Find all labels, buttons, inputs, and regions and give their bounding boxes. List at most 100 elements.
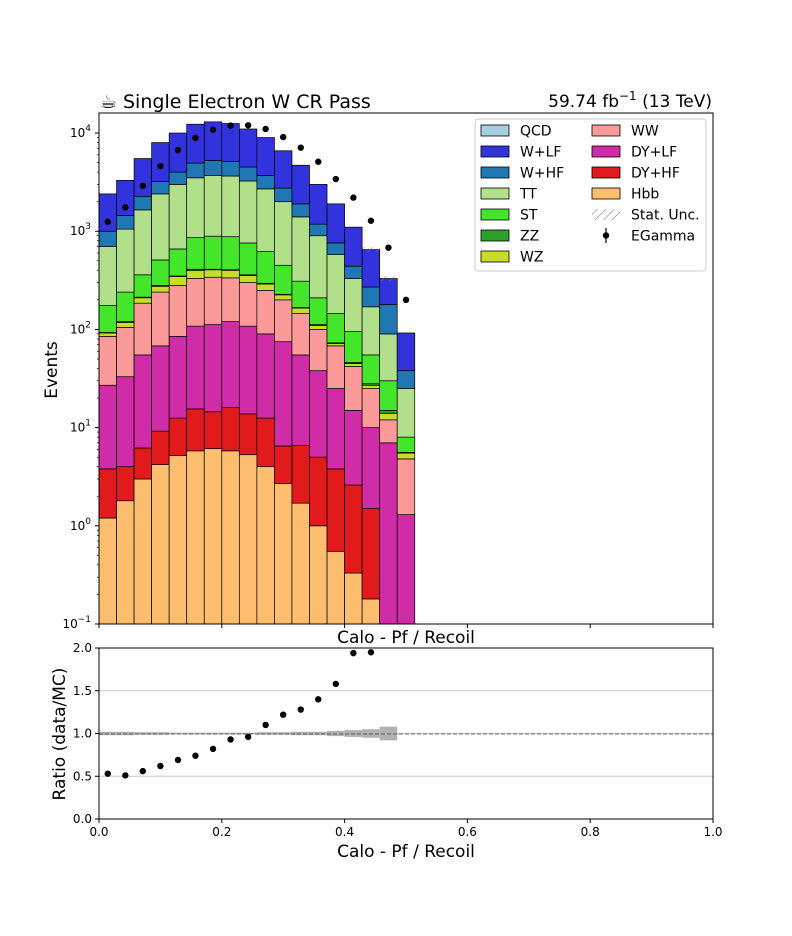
- bar-wz-bin-8: [238, 275, 258, 283]
- bar-dy-lf-bin-12: [309, 370, 328, 458]
- bar-dy-hf-bin-9: [256, 417, 275, 468]
- bar-tt-bin-4: [168, 184, 188, 250]
- bar-st-bin-6: [203, 235, 223, 270]
- data-point-10: [280, 133, 287, 141]
- data-point-16: [385, 244, 392, 251]
- ratio-band-bin-12: [309, 731, 328, 736]
- bar-st-bin-14: [344, 331, 363, 363]
- legend-label-stat-unc-: Stat. Unc.: [631, 208, 700, 224]
- data-point-11: [297, 144, 304, 151]
- ratio-xtick-label: 0.2: [212, 825, 231, 839]
- legend-label-w-hf: W+HF: [520, 166, 564, 182]
- bar-dy-hf-bin-6: [203, 411, 223, 450]
- bar-wz-bin-14: [344, 363, 363, 367]
- bar-ww-bin-16: [379, 419, 398, 444]
- ratio-band-bin-5: [186, 732, 205, 735]
- bar-dy-lf-bin-5: [186, 325, 205, 410]
- ratio-point-0: [104, 770, 111, 777]
- bar-dy-lf-bin-9: [256, 333, 275, 419]
- legend-swatch-hbb: [591, 187, 621, 200]
- ratio-band-bin-6: [204, 732, 222, 735]
- bar-ww-bin-4: [168, 285, 188, 337]
- bar-w-hf-bin-11: [291, 203, 310, 218]
- bar-tt-bin-7: [221, 175, 240, 238]
- bar-dy-lf-bin-11: [291, 354, 310, 446]
- bar-w-hf-bin-13: [326, 242, 345, 255]
- data-point-6: [209, 126, 217, 133]
- bar-wz-bin-0: [98, 332, 117, 337]
- ratio-band-bin-7: [221, 732, 240, 735]
- data-point-9: [262, 125, 269, 133]
- data-point-4: [174, 146, 182, 154]
- bar-tt-bin-12: [309, 235, 328, 299]
- ratio-point-2: [139, 767, 147, 775]
- bar-hbb-bin-1: [116, 500, 135, 625]
- ratio-point-3: [157, 762, 164, 770]
- bar-wz-bin-10: [274, 294, 293, 301]
- ratio-band-bin-2: [134, 732, 152, 735]
- legend-label-dy-lf: DY+LF: [631, 145, 677, 161]
- bar-ww-bin-12: [309, 329, 328, 372]
- bar-dy-hf-bin-7: [221, 407, 240, 452]
- bar-w-hf-bin-15: [361, 286, 381, 308]
- bar-hbb-bin-3: [151, 464, 170, 625]
- bar-w-lf-bin-16: [379, 278, 398, 305]
- legend-label-tt: TT: [519, 187, 537, 203]
- bar-wz-bin-2: [133, 297, 152, 304]
- main-ytick-label: 102: [70, 320, 91, 336]
- bar-tt-bin-14: [344, 278, 363, 332]
- bar-w-lf-bin-11: [291, 164, 310, 205]
- main-ytick-label: 101: [70, 419, 91, 435]
- bar-w-lf-bin-17: [396, 332, 416, 372]
- bar-wz-bin-16: [379, 412, 398, 421]
- bar-dy-lf-bin-10: [274, 341, 293, 447]
- bar-hbb-bin-12: [309, 525, 328, 625]
- data-point-12: [315, 158, 322, 165]
- bar-w-lf-bin-9: [256, 137, 275, 176]
- bar-w-lf-bin-0: [98, 193, 117, 232]
- stat-uncertainty-hatch: [362, 247, 398, 282]
- legend-label-dy-hf: DY+HF: [631, 166, 680, 182]
- legend-label-zz: ZZ: [520, 229, 539, 245]
- bar-hbb-bin-14: [344, 572, 363, 625]
- data-point-2: [139, 182, 147, 190]
- ratio-ytick-label: 1.5: [73, 684, 92, 698]
- lumi-label: 59.74 fb−1 (13 TeV): [548, 89, 712, 112]
- bar-w-lf-bin-15: [361, 249, 381, 288]
- legend-swatch-stat-unc-: [592, 209, 620, 220]
- bar-dy-lf-bin-6: [203, 324, 223, 413]
- bar-dy-lf-bin-16: [379, 442, 398, 625]
- bar-w-lf-bin-5: [186, 123, 205, 164]
- data-point-0: [104, 218, 111, 225]
- bar-st-bin-16: [379, 380, 398, 411]
- data-point-5: [192, 134, 199, 142]
- legend-frame: [474, 118, 707, 272]
- data-point-1: [122, 204, 129, 211]
- legend-swatch-w-lf: [480, 145, 510, 158]
- bar-dy-hf-bin-14: [344, 484, 363, 574]
- bar-wz-bin-11: [291, 307, 310, 314]
- bar-hbb-bin-2: [133, 478, 152, 625]
- ratio-band-bin-3: [151, 732, 170, 735]
- ratio-band-bin-0: [99, 731, 117, 736]
- main-ytick-label: 10−1: [62, 615, 91, 631]
- ratio-band-bin-8: [239, 732, 257, 735]
- legend-label-ww: WW: [631, 124, 659, 140]
- ratio-xtick-label: 0.0: [89, 825, 108, 839]
- bar-ww-bin-0: [98, 336, 117, 386]
- bar-w-hf-bin-14: [344, 265, 363, 279]
- ratio-ytick-label: 0.0: [73, 812, 92, 826]
- data-point-13: [332, 175, 340, 183]
- bar-dy-lf-bin-4: [168, 336, 188, 419]
- ratio-band-bin-9: [256, 732, 275, 735]
- bar-st-bin-4: [168, 248, 188, 277]
- bar-hbb-bin-10: [274, 483, 293, 625]
- ratio-band-bin-13: [327, 730, 345, 737]
- ratio-band-bin-16: [379, 726, 398, 741]
- ratio-point-6: [209, 745, 217, 753]
- bar-tt-bin-13: [326, 254, 345, 314]
- bar-w-hf-bin-0: [98, 230, 117, 247]
- main-ytick-label: 104: [70, 124, 91, 140]
- bar-dy-lf-bin-8: [238, 325, 258, 415]
